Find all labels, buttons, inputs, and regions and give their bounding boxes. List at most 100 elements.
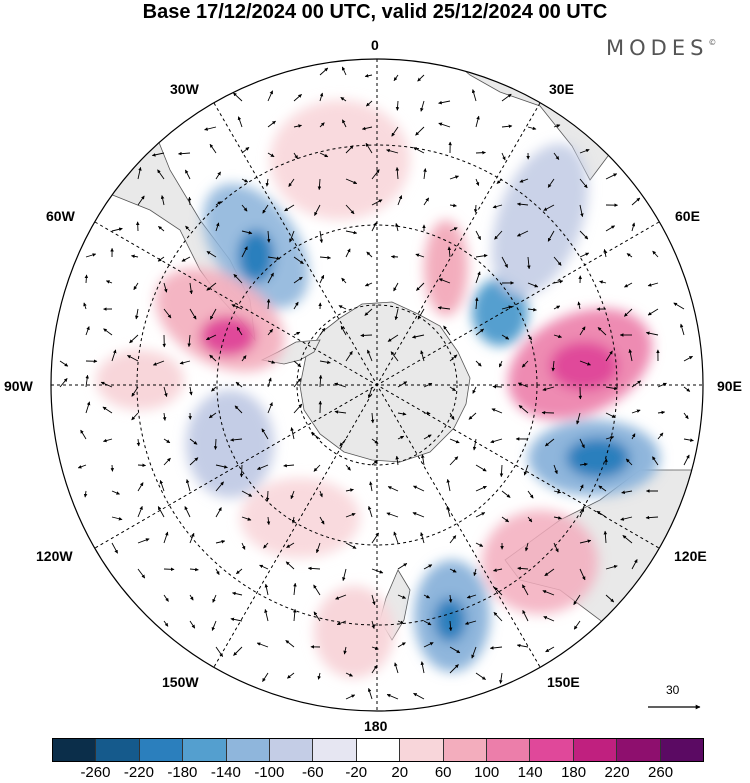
wind-vector [231, 304, 243, 310]
wind-vector [105, 280, 113, 284]
wind-vector [489, 646, 503, 650]
brand-mark: © [708, 38, 717, 47]
wind-vector [131, 412, 139, 421]
anomaly-blue-5-core [434, 598, 466, 642]
colorbar-segment [487, 739, 531, 761]
wind-vector [605, 594, 615, 603]
colorbar-segment [53, 739, 97, 761]
wind-vector [371, 620, 375, 629]
wind-vector [501, 516, 509, 523]
wind-vector [474, 297, 479, 310]
wind-vector [341, 66, 347, 76]
wind-vector [371, 646, 379, 650]
wind-vector [393, 531, 399, 544]
wind-vector [624, 282, 633, 288]
wind-vector [446, 478, 451, 492]
wind-vector [631, 197, 641, 206]
wind-vector [215, 464, 228, 469]
wind-vector [605, 564, 618, 570]
wind-vector [215, 222, 220, 232]
wind-vector [579, 230, 589, 240]
wind-vector [80, 429, 87, 440]
wind-vector [319, 516, 325, 525]
wind-vector [598, 485, 607, 492]
wind-vector [527, 282, 539, 288]
wind-vector [85, 374, 89, 388]
wind-vector [237, 116, 243, 128]
wind-vector [523, 464, 529, 476]
wind-vector [543, 204, 555, 211]
wind-vector [579, 438, 585, 449]
wind-vector [579, 204, 584, 218]
brand-name: MODES [606, 36, 709, 60]
wind-vector [447, 246, 452, 258]
wind-vector [340, 325, 347, 336]
wind-vector [475, 115, 480, 128]
wind-vector [318, 374, 323, 388]
wind-vector [522, 584, 529, 596]
wind-vector [475, 464, 487, 472]
wind-vector [293, 276, 303, 284]
wind-vector [438, 100, 451, 105]
wind-vector [85, 326, 90, 336]
wind-vector [631, 559, 638, 570]
wind-vector [475, 512, 486, 518]
wind-vector [657, 382, 667, 388]
wind-vector [334, 410, 347, 414]
wind-vector [386, 512, 399, 518]
wind-vector [319, 152, 329, 158]
wind-vector [494, 230, 503, 240]
wind-vector [576, 412, 581, 425]
wind-vector [494, 586, 503, 596]
colorbar-segment [356, 739, 401, 761]
wind-vector [345, 248, 351, 258]
wind-vector [160, 195, 165, 206]
wind-vector [626, 253, 633, 258]
wind-vector [516, 230, 529, 237]
wind-vector [313, 584, 321, 596]
wind-vector [472, 438, 477, 451]
wind-vector [345, 672, 353, 677]
wind-vector [189, 282, 193, 295]
colorbar [52, 738, 704, 762]
wind-vector [263, 542, 269, 549]
wind-vector [293, 331, 301, 336]
anomaly-pink-7 [240, 478, 360, 558]
wind-vector [293, 582, 297, 596]
wind-vector [423, 382, 433, 388]
wind-vector [420, 100, 425, 112]
wind-vector [496, 178, 503, 184]
wind-vector [605, 412, 616, 418]
wind-vector [364, 282, 373, 287]
wind-vector [189, 308, 197, 320]
wind-vector [412, 512, 425, 518]
wind-vector [233, 646, 243, 656]
wind-vector [623, 308, 633, 317]
colorbar-segment [226, 739, 271, 761]
wind-vector [371, 594, 376, 606]
colorbar-segment [270, 739, 314, 761]
anomaly-pink-4-core [550, 342, 618, 390]
wind-vector [387, 334, 399, 342]
wind-vector [395, 222, 399, 232]
wind-vector [264, 609, 269, 622]
lon-label-90w: 90W [4, 378, 33, 394]
wind-vector [215, 646, 224, 657]
wind-vector [475, 360, 482, 367]
wind-vector [234, 405, 243, 414]
page-title: Base 17/12/2024 00 UTC, valid 25/12/2024… [142, 1, 608, 23]
wind-vector [579, 326, 586, 336]
wind-vector [673, 302, 685, 310]
wind-vector [215, 201, 222, 206]
wind-vector [136, 438, 141, 447]
wind-vector [579, 462, 588, 467]
colorbar-tick-label: -60 [301, 764, 324, 781]
wind-vector [315, 542, 321, 554]
wind-vector [397, 195, 403, 206]
wind-vector [371, 438, 379, 444]
wind-vector [475, 254, 488, 258]
wind-vector [133, 282, 139, 291]
wind-vector [413, 692, 425, 700]
wind-vector [652, 250, 659, 258]
wind-vector [412, 334, 425, 339]
